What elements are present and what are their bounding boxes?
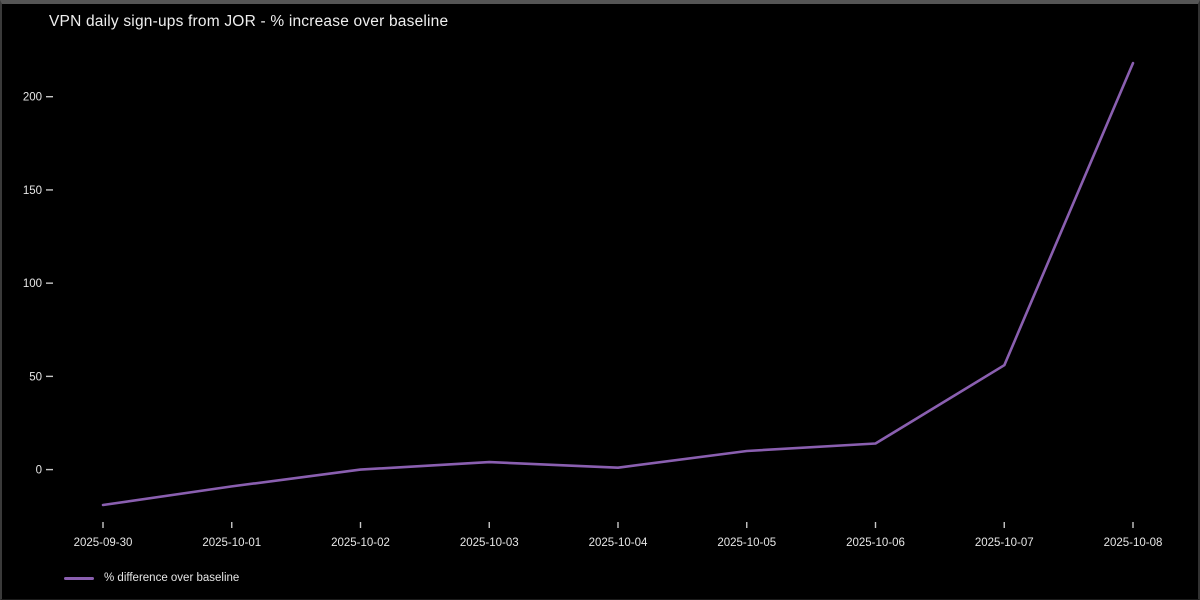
y-axis-tick-label: 50	[29, 371, 42, 383]
x-axis-tick-label: 2025-09-30	[74, 537, 133, 549]
y-axis-tick-label: 100	[23, 278, 42, 290]
x-axis-tick-label: 2025-10-06	[846, 537, 905, 549]
y-axis-tick-label: 150	[23, 185, 42, 197]
legend: % difference over baseline	[64, 572, 239, 584]
y-axis-tick-label: 0	[36, 465, 42, 477]
line-chart: 2025-09-30 2025-10-01 2025-10-02 2025-10-03…	[23, 61, 1163, 549]
x-axis-tick-label: 2025-10-04	[589, 537, 648, 549]
legend-label: % difference over baseline	[104, 572, 240, 584]
x-axis-tick-label: 2025-10-01	[202, 537, 261, 549]
x-axis-tick-label: 2025-10-05	[717, 537, 776, 549]
chart-title: VPN daily sign-ups from JOR - % increase…	[49, 13, 449, 30]
series-line	[101, 61, 1135, 507]
x-axis-tick-label: 2025-10-03	[460, 537, 519, 549]
legend-line-swatch	[64, 576, 94, 580]
x-axis-tick-label: 2025-10-02	[331, 537, 390, 549]
y-axis-tick-label: 200	[23, 92, 42, 104]
x-axis-tick-label: 2025-10-08	[1104, 537, 1163, 549]
x-axis-tick-label: 2025-10-07	[975, 537, 1034, 549]
